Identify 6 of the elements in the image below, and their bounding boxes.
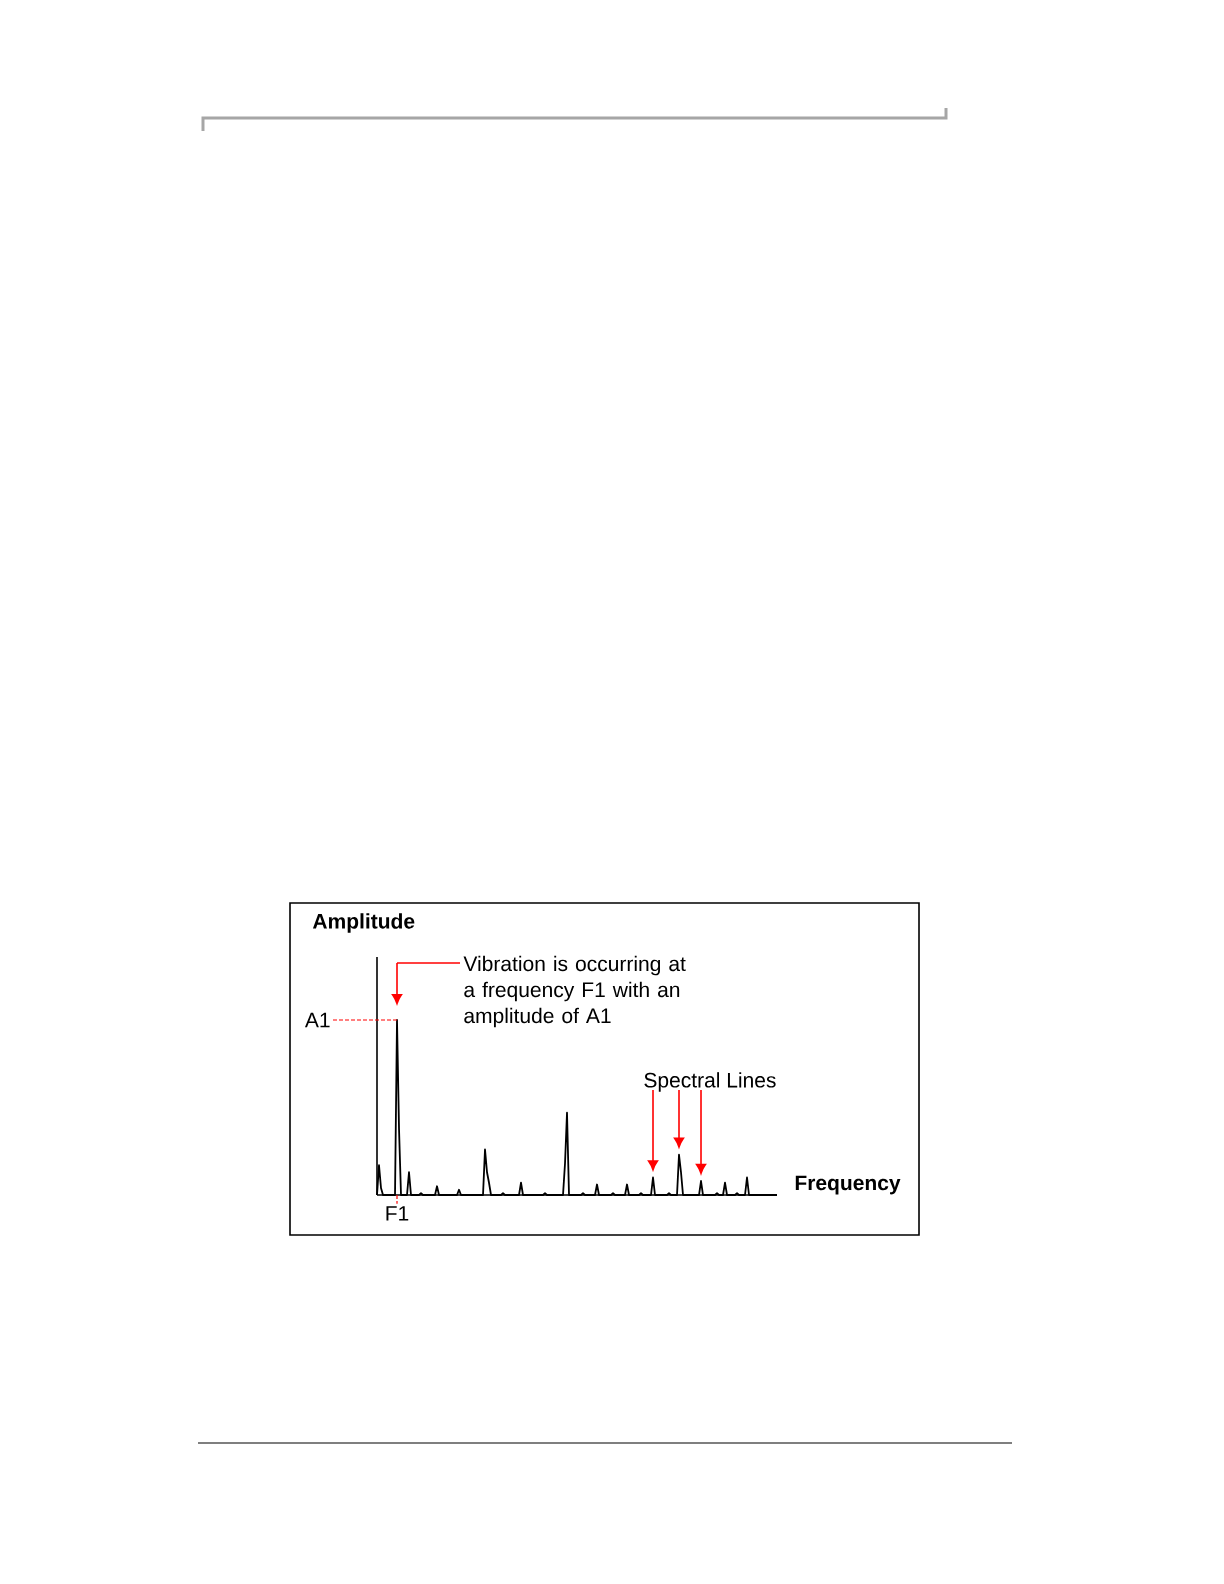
x-axis-title: Frequency xyxy=(795,1175,901,1195)
annotation: Vibration is occurring at a frequency F1 with an amplitude of A1 xyxy=(463,955,686,1028)
text: F1 xyxy=(386,1206,409,1221)
y-axis-title: Amplitude xyxy=(312,913,415,933)
annotation: Spectral Lines xyxy=(644,1072,776,1092)
text: A1 xyxy=(304,1012,330,1028)
